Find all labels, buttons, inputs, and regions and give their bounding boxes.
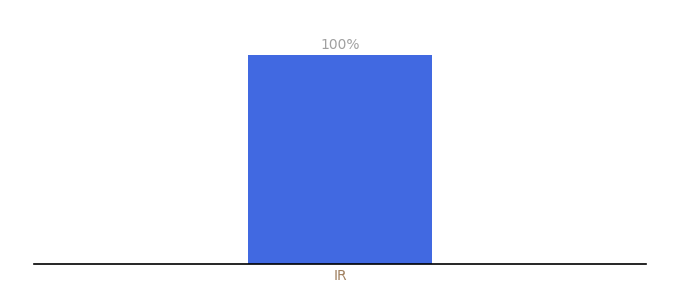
Text: 100%: 100% <box>320 38 360 52</box>
Bar <box>248 55 432 264</box>
